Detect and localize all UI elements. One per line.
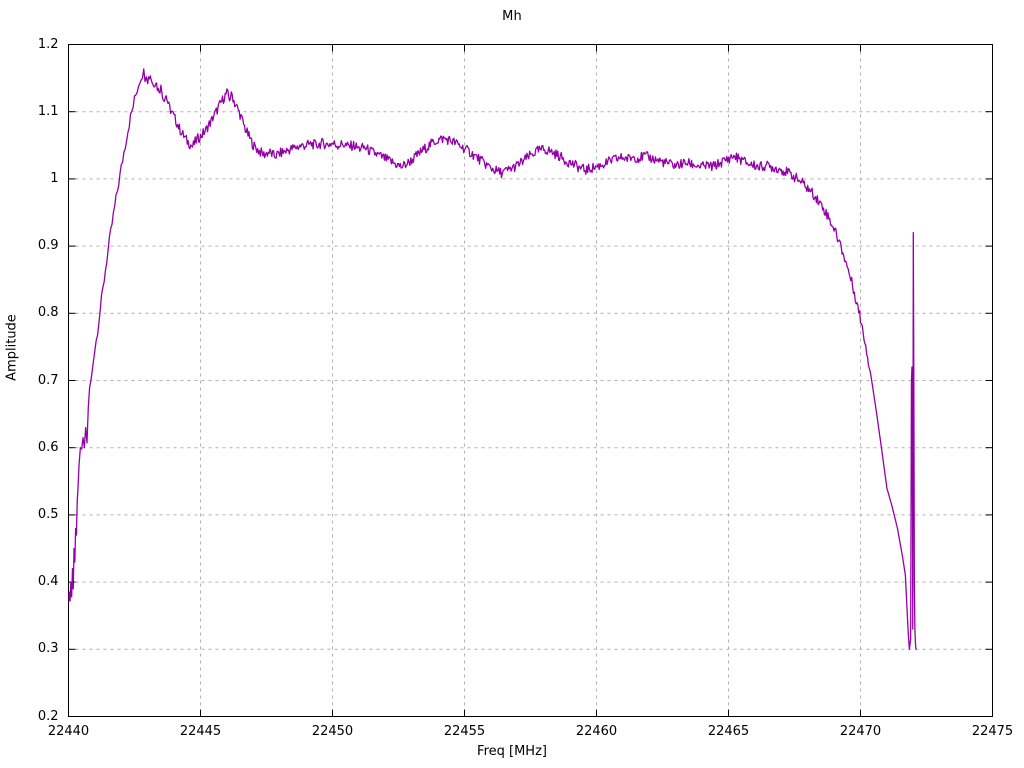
x-tick-label: 22440 (47, 723, 90, 739)
y-tick-label: 0.4 (37, 574, 59, 590)
chart-title: Mh (502, 9, 522, 24)
y-tick-label: 0.9 (37, 238, 59, 254)
x-tick-label: 22475 (971, 723, 1014, 739)
y-tick-label: 0.2 (37, 708, 59, 724)
x-tick-label: 22445 (179, 723, 222, 739)
x-tick-label: 22460 (575, 723, 618, 739)
x-tick-label: 22470 (839, 723, 882, 739)
x-tick-label: 22450 (311, 723, 354, 739)
y-tick-label: 1 (50, 170, 59, 186)
y-tick-label: 0.3 (37, 641, 59, 657)
data-series-group (68, 68, 917, 650)
gridlines (68, 44, 993, 717)
y-tick-label: 0.8 (37, 305, 59, 321)
x-axis-label: Freq [MHz] (477, 744, 547, 759)
plot-frame (68, 44, 993, 717)
y-tick-label: 1.2 (37, 36, 59, 52)
y-tick-label: 1.1 (37, 103, 59, 119)
x-tick-label: 22455 (443, 723, 486, 739)
data-line-mh (68, 68, 917, 650)
x-tick-label: 22465 (707, 723, 750, 739)
y-tick-label: 0.5 (37, 506, 59, 522)
y-tick-label: 0.7 (37, 372, 59, 388)
y-tick-label: 0.6 (37, 439, 59, 455)
